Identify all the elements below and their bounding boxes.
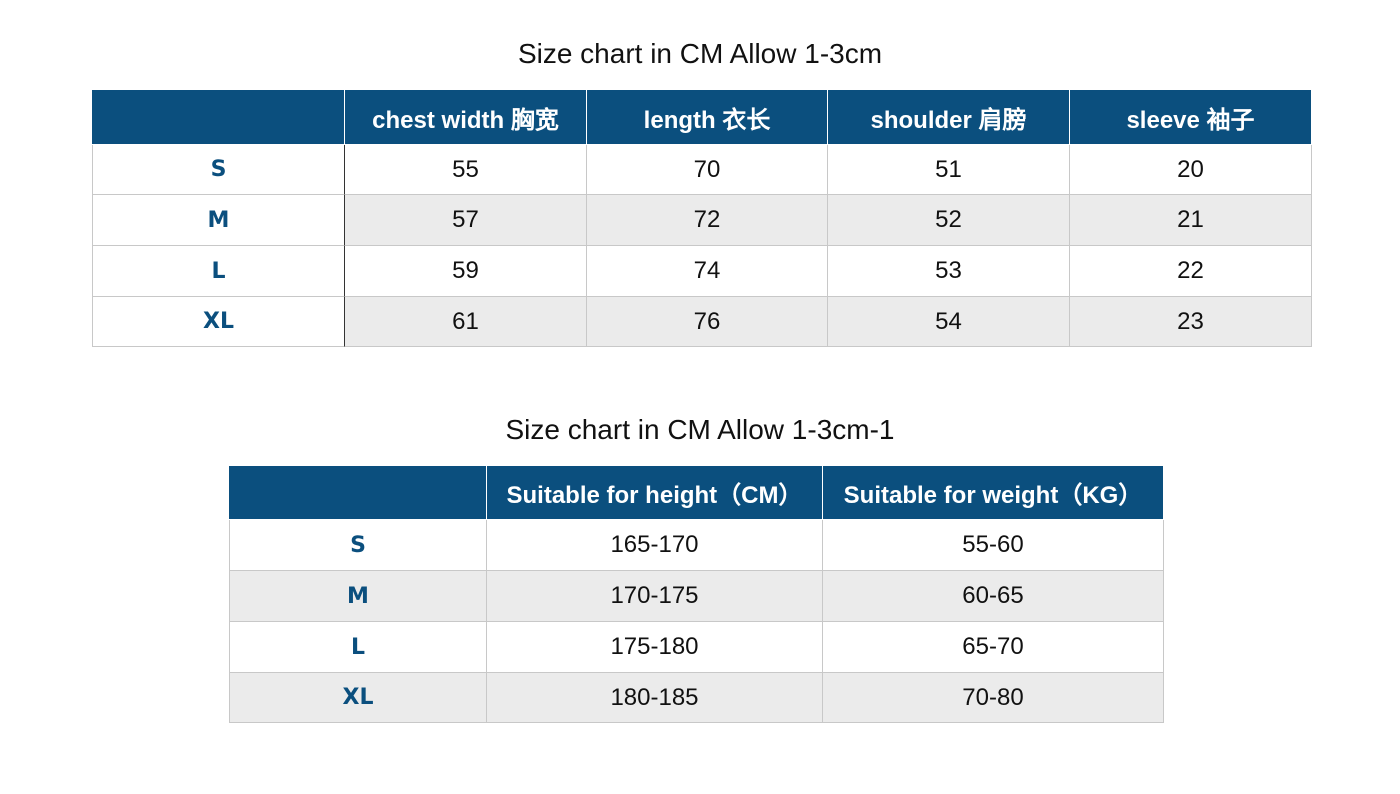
value-cell: 54 [828, 297, 1070, 347]
value-cell: 23 [1070, 297, 1312, 347]
size-cell: S [92, 145, 345, 195]
header-cell [229, 466, 487, 520]
value-cell: 60-65 [823, 571, 1164, 622]
value-cell: 53 [828, 246, 1070, 297]
header-cell: chest width 胸宽 [345, 90, 587, 145]
header-cell: length 衣长 [587, 90, 828, 145]
value-cell: 55 [345, 145, 587, 195]
table-title: Size chart in CM Allow 1-3cm [517, 38, 883, 69]
value-cell: 175-180 [487, 622, 823, 673]
value-cell: 76 [587, 297, 828, 347]
size-cell: L [229, 622, 487, 673]
size-cell: M [229, 571, 487, 622]
size-cell: XL [92, 297, 345, 347]
value-cell: 20 [1070, 145, 1312, 195]
value-cell: 21 [1070, 195, 1312, 246]
value-cell: 70 [587, 145, 828, 195]
value-cell: 59 [345, 246, 587, 297]
value-cell: 22 [1070, 246, 1312, 297]
value-cell: 65-70 [823, 622, 1164, 673]
value-cell: 55-60 [823, 520, 1164, 571]
size-cell: XL [229, 673, 487, 723]
value-cell: 51 [828, 145, 1070, 195]
value-cell: 70-80 [823, 673, 1164, 723]
value-cell: 72 [587, 195, 828, 246]
value-cell: 74 [587, 246, 828, 297]
value-cell: 52 [828, 195, 1070, 246]
value-cell: 170-175 [487, 571, 823, 622]
size-cell: L [92, 246, 345, 297]
header-cell [92, 90, 345, 145]
value-cell: 57 [345, 195, 587, 246]
table-title: Size chart in CM Allow 1-3cm-1 [505, 414, 895, 445]
header-cell: sleeve 袖子 [1070, 90, 1312, 145]
header-cell: shoulder 肩膀 [828, 90, 1070, 145]
value-cell: 61 [345, 297, 587, 347]
value-cell: 180-185 [487, 673, 823, 723]
value-cell: 165-170 [487, 520, 823, 571]
size-cell: S [229, 520, 487, 571]
header-cell: Suitable for weight（KG） [823, 466, 1164, 520]
size-cell: M [92, 195, 345, 246]
header-cell: Suitable for height（CM） [487, 466, 823, 520]
